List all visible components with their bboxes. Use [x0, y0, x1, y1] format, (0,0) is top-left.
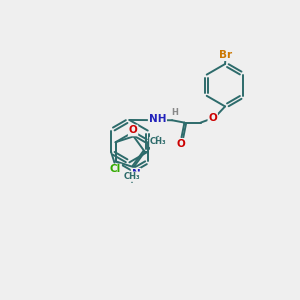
Text: N: N [132, 169, 140, 178]
Text: CH₃: CH₃ [150, 137, 166, 146]
Text: CH₃: CH₃ [124, 172, 140, 181]
Text: O: O [208, 113, 217, 123]
Text: O: O [176, 139, 185, 149]
Text: NH: NH [149, 114, 166, 124]
Text: Cl: Cl [110, 164, 121, 174]
Text: O: O [129, 125, 137, 136]
Text: H: H [172, 108, 178, 117]
Text: Br: Br [219, 50, 232, 60]
